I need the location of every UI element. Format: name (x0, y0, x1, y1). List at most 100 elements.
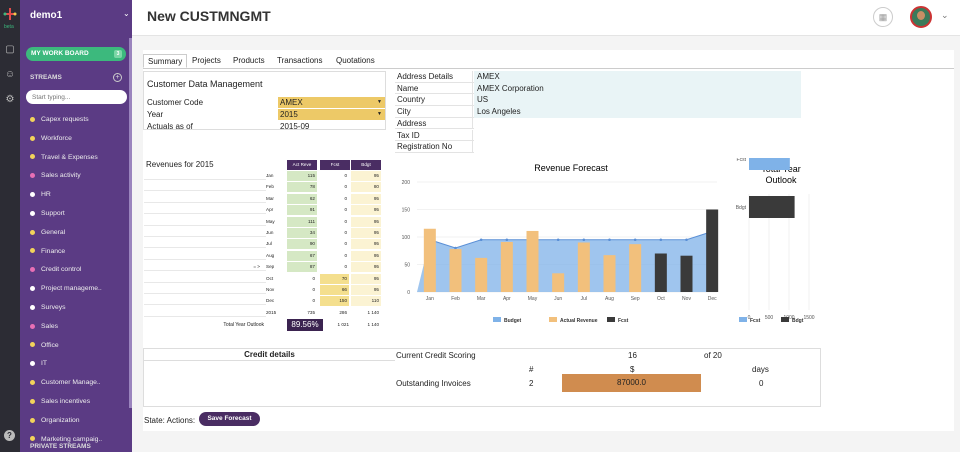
stream-item[interactable]: Workforce (30, 133, 72, 145)
x-tick-label: Dec (708, 296, 717, 302)
outlook-title-2: Outlook (765, 175, 797, 185)
stream-item[interactable]: Sales (30, 321, 58, 333)
main-area: New CUSTMNGMT ▦ ⌄ Summary Projects Produ… (132, 0, 960, 452)
y-tick-label: 100 (402, 235, 411, 241)
fcst-value: 0 (320, 205, 349, 216)
stream-item[interactable]: Sales activity (30, 170, 81, 182)
legend-swatch (781, 317, 789, 322)
stream-item[interactable]: Marketing campaig.. (30, 434, 102, 446)
customer-code-value: AMEX (280, 98, 303, 107)
year-select[interactable]: 2015 ▼ (278, 109, 385, 120)
fcst-value: 0 (320, 228, 349, 238)
sidebar-scrollbar[interactable] (129, 38, 132, 408)
stream-item[interactable]: Finance (30, 246, 65, 258)
address-label: Country (397, 94, 473, 106)
work-board-label: MY WORK BOARD (31, 50, 89, 57)
actual-bar (629, 244, 642, 292)
address-value[interactable]: US (474, 94, 801, 106)
row-line (144, 190, 266, 192)
stream-item[interactable]: Project manageme.. (30, 283, 102, 295)
sidebar: demo1 ⌄ MY WORK BOARD 3 STREAMS + PRIVATE… (20, 0, 132, 452)
actual-bar (423, 228, 436, 292)
x-tick-label: Apr (503, 296, 511, 302)
stream-item[interactable]: Support (30, 208, 65, 220)
month-label: Sep (266, 264, 275, 270)
tab-projects[interactable]: Projects (192, 56, 221, 65)
avatar[interactable] (910, 6, 932, 28)
tab-quotations[interactable]: Quotations (336, 56, 375, 65)
legend-label: Bdgt (792, 318, 804, 324)
stream-search-input[interactable] (26, 90, 127, 104)
actual-bar (552, 273, 565, 292)
stream-item[interactable]: HR (30, 189, 51, 201)
work-board-button[interactable]: MY WORK BOARD 3 (26, 47, 126, 61)
address-value[interactable] (474, 141, 801, 153)
stream-dot-icon (30, 210, 35, 216)
month-label: May (266, 218, 275, 224)
x-tick-label: 1500 (803, 315, 814, 321)
address-label: Address (397, 117, 473, 130)
clipboard-icon[interactable]: ▢ (5, 44, 15, 55)
users-icon[interactable]: ☺ (4, 69, 16, 80)
budget-area (417, 231, 717, 292)
chevron-down-icon[interactable]: ⌄ (941, 10, 949, 20)
stream-label: Office (41, 341, 59, 349)
stream-item[interactable]: Surveys (30, 302, 66, 314)
apps-grid-icon[interactable]: ▦ (873, 7, 893, 27)
row-line (144, 179, 266, 180)
tab-products[interactable]: Products (233, 56, 265, 65)
total-outlook-chart: Total YearOutlook050010001500FcstBdgtFcs… (736, 158, 815, 324)
help-icon[interactable]: ? (4, 430, 15, 441)
outlook-percent: 89.56% (287, 319, 323, 331)
col-count: # (529, 365, 534, 374)
tab-transactions[interactable]: Transactions (277, 56, 323, 65)
row-line (144, 247, 266, 249)
outlook-bdgt: 1 140 (367, 322, 380, 327)
month-label: Mar (266, 195, 274, 201)
address-value[interactable] (474, 129, 801, 141)
logo-icon[interactable]: beta (3, 8, 17, 30)
gear-icon[interactable]: ⚙ (5, 94, 15, 105)
tab-summary[interactable]: Summary (143, 54, 188, 68)
row-line (144, 236, 266, 237)
actual-value: 34 (287, 228, 317, 238)
legend-swatch (607, 317, 615, 322)
stream-item[interactable]: Capex requests (30, 114, 89, 126)
bdgt-value: 95 (351, 193, 381, 204)
stream-dot-icon (30, 323, 35, 329)
address-value[interactable]: AMEX Corporation (474, 82, 801, 95)
app-rail: beta ▢ ☺ ⚙ ? (0, 0, 20, 452)
credit-scoring-label: Current Credit Scoring (396, 351, 476, 360)
chart-title: Revenue Forecast (534, 163, 608, 173)
year-value: 2015 (280, 110, 298, 119)
fcst-value: 0 (320, 239, 349, 250)
stream-dot-icon (30, 342, 35, 348)
address-value[interactable]: Los Angeles (474, 106, 801, 118)
chevron-down-icon[interactable]: ⌄ (123, 9, 130, 18)
stream-item[interactable]: General (30, 227, 65, 239)
stream-item[interactable]: IT (30, 358, 47, 370)
stream-label: Marketing campaig.. (41, 435, 103, 443)
add-stream-icon[interactable]: + (113, 73, 122, 82)
invoices-count: 2 (529, 379, 534, 388)
stream-item[interactable]: Sales incentives (30, 396, 90, 408)
address-details: Address Details AMEX Name AMEX Corporation C… (395, 71, 801, 153)
outlook-bar (749, 196, 795, 218)
stream-item[interactable]: Travel & Expenses (30, 152, 98, 164)
stream-item[interactable]: Customer Manage.. (30, 377, 101, 389)
month-label: 2015 (266, 309, 277, 315)
x-tick-label: May (528, 296, 538, 302)
stream-item[interactable]: Office (30, 340, 59, 352)
stream-item[interactable]: Credit control (30, 264, 81, 276)
stream-item[interactable]: Organization (30, 415, 80, 427)
fcst-bar (654, 253, 667, 292)
month-label: Nov (266, 287, 275, 292)
save-forecast-button[interactable]: Save Forecast (199, 412, 260, 426)
stream-label: Travel & Expenses (41, 153, 98, 161)
stream-dot-icon (30, 135, 35, 141)
bdgt-value: 95 (351, 171, 381, 181)
x-tick-label: Sep (631, 296, 640, 302)
address-value[interactable] (474, 117, 801, 130)
month-label: Jun (266, 230, 274, 235)
customer-code-select[interactable]: AMEX ▼ (278, 97, 385, 108)
